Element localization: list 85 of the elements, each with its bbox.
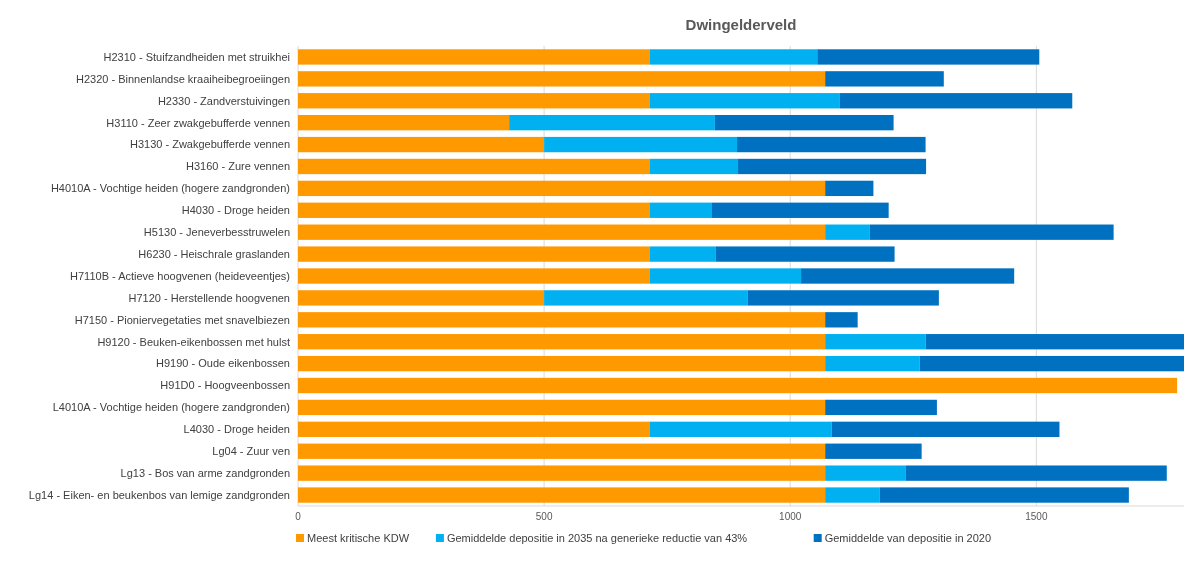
- y-tick-label: H9190 - Oude eikenbossen: [156, 357, 290, 370]
- bar: [298, 180, 826, 197]
- bar: [649, 93, 840, 109]
- bar: [925, 334, 1184, 350]
- bar: [879, 487, 1129, 503]
- y-tick-label: H3130 - Zwakgebufferde vennen: [129, 138, 290, 151]
- legend-label: Meest kritische KDW: [307, 532, 410, 544]
- y-tick-label: H7110B - Actieve hoogvenen (heideveentjes): [70, 269, 290, 282]
- y-tick-label: H5130 - Jeneverbesstruwelen: [143, 226, 290, 239]
- legend-label: Gemiddelde depositie in 2035 na generieke reductie van 43%: [446, 532, 748, 544]
- bar: [298, 115, 510, 131]
- y-tick-label: H4030 - Droge heiden: [181, 204, 290, 217]
- bar: [825, 224, 870, 240]
- bar: [298, 158, 650, 175]
- bar: [801, 268, 1015, 284]
- x-tick-label: 1500: [1025, 511, 1048, 522]
- bar: [298, 246, 650, 262]
- bar: [649, 421, 832, 437]
- bar: [298, 224, 826, 240]
- bar: [825, 399, 937, 416]
- bar: [298, 290, 545, 306]
- bar: [649, 202, 712, 218]
- bar: [649, 246, 716, 262]
- bar: [839, 93, 1073, 109]
- y-tick-label: H7120 - Herstellende hoogvenen: [128, 291, 290, 304]
- bar: [298, 355, 826, 372]
- chart-title: Dwingelderveld: [685, 16, 797, 33]
- x-tick-label: 0: [295, 511, 302, 522]
- bar: [298, 399, 826, 416]
- bar: [825, 355, 920, 372]
- x-tick-label: 500: [535, 511, 553, 522]
- y-tick-label: H2310 - Stuifzandheiden met struikhei: [103, 50, 290, 63]
- x-tick-label: 1000: [779, 511, 802, 522]
- bar: [298, 377, 1178, 394]
- bar: [825, 465, 906, 481]
- bar: [831, 421, 1060, 437]
- bar: [825, 443, 922, 459]
- bar: [825, 312, 858, 328]
- bar: [714, 115, 894, 131]
- bar: [298, 136, 545, 153]
- y-tick-label: H3110 - Zeer zwakgebufferde vennen: [106, 116, 290, 129]
- bar: [649, 158, 739, 175]
- y-tick-label: H7150 - Pioniervegetaties met snavelbiezen: [74, 313, 290, 326]
- bar: [509, 115, 715, 131]
- bar: [869, 224, 1114, 240]
- bar: [298, 421, 650, 437]
- bar: [737, 136, 926, 153]
- bar: [825, 71, 944, 87]
- y-tick-label: H4010A - Vochtige heiden (hogere zandgronden): [50, 182, 290, 195]
- bar: [715, 246, 895, 262]
- bar: [817, 49, 1040, 65]
- y-tick-label: H2330 - Zandverstuivingen: [157, 94, 290, 107]
- bar: [298, 268, 650, 284]
- bar: [298, 93, 650, 109]
- bar: [825, 487, 880, 503]
- y-tick-label: H3160 - Zure vennen: [186, 160, 290, 173]
- bar: [825, 180, 874, 197]
- bar: [298, 465, 826, 481]
- bar: [298, 49, 650, 65]
- bar: [905, 465, 1167, 481]
- bar: [919, 355, 1184, 372]
- bar: [544, 136, 738, 153]
- y-tick-label: L4010A - Vochtige heiden (hogere zandgronden): [52, 401, 290, 414]
- y-tick-label: H9120 - Beuken-eikenbossen met hulst: [97, 335, 290, 348]
- bar: [298, 334, 826, 350]
- bar: [711, 202, 889, 218]
- y-tick-label: Lg04 - Zuur ven: [212, 445, 290, 458]
- bar: [298, 312, 826, 328]
- y-tick-label: H2320 - Binnenlandse kraaiheibegroeiingen: [75, 72, 290, 85]
- bar: [747, 290, 939, 306]
- y-tick-label: H91D0 - Hoogveenbossen: [160, 379, 290, 392]
- bar: [738, 158, 927, 175]
- bar: [298, 202, 650, 218]
- y-tick-label: L4030 - Droge heiden: [183, 423, 290, 436]
- bar: [825, 334, 926, 350]
- y-tick-label: H6230 - Heischrale graslanden: [138, 247, 290, 260]
- bar: [298, 487, 826, 503]
- bar: [298, 71, 826, 87]
- legend-label: Gemiddelde van depositie in 2020: [824, 532, 992, 544]
- y-tick-label: Lg13 - Bos van arme zandgronden: [120, 466, 290, 479]
- y-tick-label: Lg14 - Eiken- en beukenbos van lemige zandgronden: [28, 488, 290, 501]
- bar: [649, 49, 818, 65]
- bar: [544, 290, 748, 306]
- bar: [298, 443, 826, 459]
- bar: [649, 268, 802, 284]
